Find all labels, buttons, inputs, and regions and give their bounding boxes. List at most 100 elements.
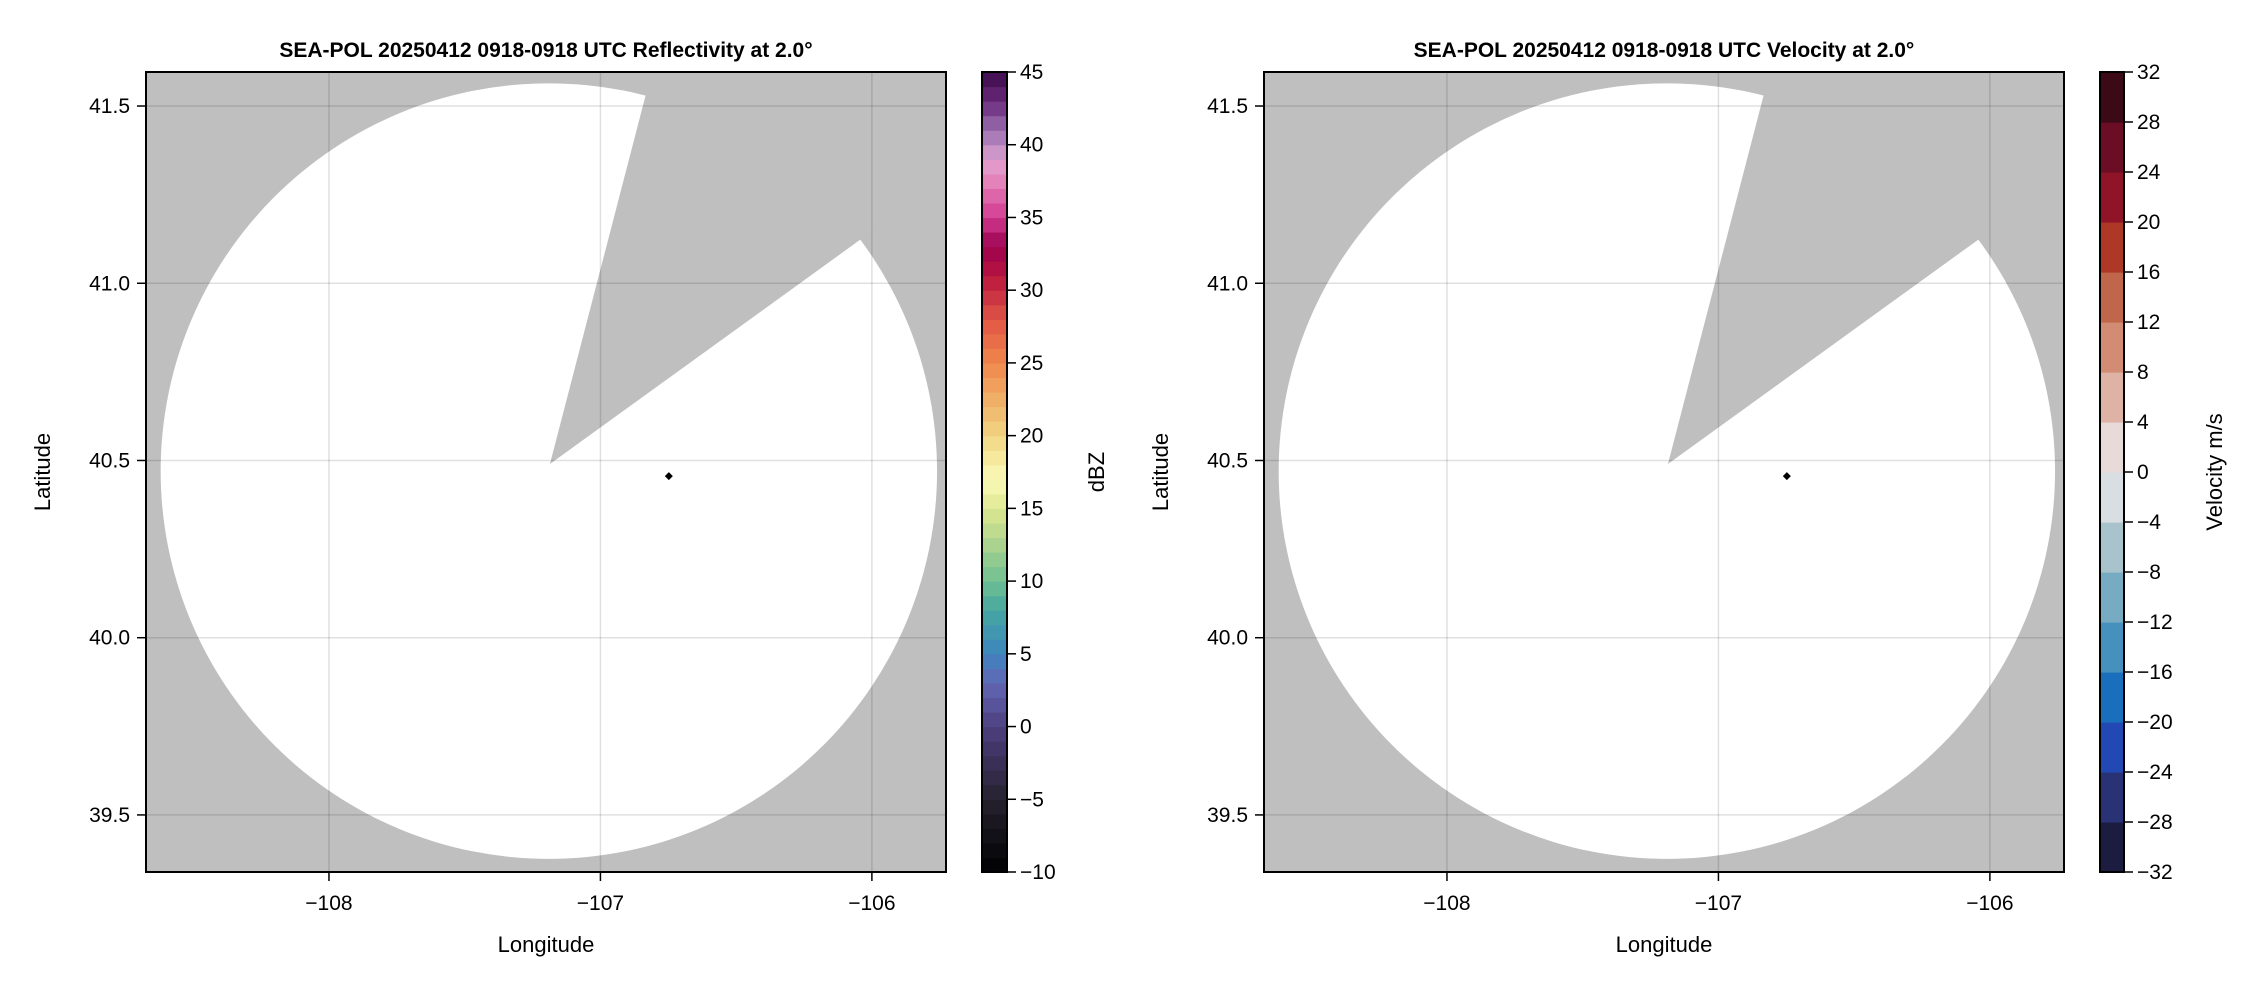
colorbar-bin <box>982 86 1007 102</box>
colorbar-bin <box>982 653 1007 669</box>
colorbar-bin <box>2100 72 2124 123</box>
colorbar-bin <box>982 741 1007 757</box>
x-tick-label: −106 <box>848 892 895 915</box>
colorbar-bin <box>982 682 1007 699</box>
colorbar-bin <box>982 290 1007 306</box>
colorbar-bin <box>2100 622 2124 673</box>
colorbar-bin <box>982 377 1007 393</box>
colorbar-bin <box>982 639 1007 655</box>
colorbar-bin <box>982 755 1007 771</box>
colorbar-bin <box>982 275 1007 291</box>
colorbar: −10 −5 0 5 10 15 20 25 30 35 40 45 dBZ <box>981 61 1109 884</box>
y-axis-label: Latitude <box>30 433 55 511</box>
colorbar-bin <box>982 101 1007 117</box>
x-tick-label: −108 <box>305 892 352 915</box>
colorbar-bin <box>2100 372 2124 423</box>
radar-site-marker <box>1782 472 1791 481</box>
colorbar-bin <box>982 813 1007 829</box>
colorbar-label: Velocity m/s <box>2202 413 2227 530</box>
colorbar-bin <box>982 348 1007 364</box>
colorbar-bin <box>982 581 1007 597</box>
y-tick-label: 41.5 <box>1207 95 1248 118</box>
colorbar-bin <box>982 697 1007 713</box>
colorbar-bin <box>982 799 1007 815</box>
colorbar-bin <box>2100 672 2124 723</box>
colorbar-tick-label: −5 <box>1020 788 1044 811</box>
colorbar-tick-label: 5 <box>1020 643 1032 666</box>
y-axis-label: Latitude <box>1148 433 1173 511</box>
colorbar-bin <box>982 188 1007 204</box>
colorbar-tick-label: 10 <box>1020 570 1043 593</box>
colorbar-bin <box>982 828 1007 844</box>
colorbar-tick-label: 25 <box>1020 352 1043 375</box>
y-tick-label: 40.0 <box>89 627 130 650</box>
colorbar-tick-label: −28 <box>2137 811 2173 834</box>
colorbar-tick-label: −12 <box>2137 611 2173 634</box>
colorbar-bin <box>2100 172 2124 223</box>
colorbar-bin <box>2100 522 2124 573</box>
colorbar-tick-label: 12 <box>2137 311 2160 334</box>
colorbar-tick-label: 40 <box>1020 134 1043 157</box>
y-tick-label: 39.5 <box>89 804 130 827</box>
axes-frame <box>145 71 947 873</box>
colorbar-tick-label: 35 <box>1020 206 1043 229</box>
colorbar-bin <box>982 537 1007 553</box>
colorbar-bin <box>982 217 1007 233</box>
colorbar-bin <box>982 479 1007 495</box>
colorbar-bin <box>982 508 1007 524</box>
colorbar-bin <box>982 421 1007 437</box>
colorbar-tick-label: 24 <box>2137 161 2161 184</box>
colorbar-bin <box>2100 472 2124 523</box>
y-tick-label: 39.5 <box>1207 804 1248 827</box>
colorbar-bin <box>982 130 1007 146</box>
y-tick-label: 40.0 <box>1207 627 1248 650</box>
plot-area <box>1264 72 2064 872</box>
colorbar-tick-label: 16 <box>2137 261 2160 284</box>
colorbar-tick-label: −8 <box>2137 561 2161 584</box>
colorbar-tick-label: −20 <box>2137 711 2173 734</box>
colorbar-bin <box>982 159 1007 175</box>
axes-frame <box>1263 71 2065 873</box>
colorbar-bin <box>982 173 1007 189</box>
colorbar-tick-label: 0 <box>2137 461 2149 484</box>
colorbar-tick-label: 4 <box>2137 411 2149 434</box>
colorbar-bin <box>982 392 1007 408</box>
blocked-sector-wedge <box>1667 72 2064 465</box>
colorbar-bin <box>982 333 1007 349</box>
colorbar-bin <box>982 726 1007 742</box>
colorbar-bin <box>982 624 1007 640</box>
colorbar-bin <box>982 857 1007 873</box>
x-axis-label: Longitude <box>498 932 595 957</box>
colorbar-bin <box>982 464 1007 480</box>
colorbar-tick-label: 8 <box>2137 361 2149 384</box>
colorbar-bin <box>2100 722 2124 773</box>
colorbar-bin <box>982 319 1007 335</box>
colorbar-tick-label: −4 <box>2137 511 2161 534</box>
colorbar-bin <box>982 712 1007 728</box>
colorbar-tick-label: 28 <box>2137 111 2160 134</box>
colorbar-bin <box>982 610 1007 626</box>
chart-title: SEA-POL 20250412 0918-0918 UTC Velocity … <box>1414 39 1915 62</box>
colorbar-tick-label: −16 <box>2137 661 2173 684</box>
colorbar-bin <box>982 406 1007 422</box>
y-tick-label: 41.0 <box>89 272 130 295</box>
colorbar-bin <box>2100 272 2124 323</box>
colorbar-bin <box>982 450 1007 466</box>
colorbar-tick-label: 30 <box>1020 279 1043 302</box>
colorbar-tick-label: −32 <box>2137 861 2173 884</box>
colorbar-bin <box>982 261 1007 277</box>
colorbar-bin <box>982 72 1007 88</box>
colorbar-tick-label: 0 <box>1020 716 1032 739</box>
colorbar-bin <box>982 668 1007 684</box>
radar-site-marker <box>664 472 673 481</box>
colorbar-bin <box>982 144 1007 160</box>
colorbar-tick-label: −10 <box>1020 861 1056 884</box>
colorbar-label: dBZ <box>1084 452 1109 492</box>
colorbar-bin <box>2100 422 2124 473</box>
y-tick-label: 41.5 <box>89 95 130 118</box>
x-axis-label: Longitude <box>1616 932 1713 957</box>
colorbar-bin <box>2100 322 2124 373</box>
y-tick-label: 41.0 <box>1207 272 1248 295</box>
colorbar-bin <box>2100 822 2124 873</box>
velocity-panel: −108 −107 −106 39.5 40.0 40.5 41.0 41.5 SEA-POL … <box>1148 39 2227 957</box>
